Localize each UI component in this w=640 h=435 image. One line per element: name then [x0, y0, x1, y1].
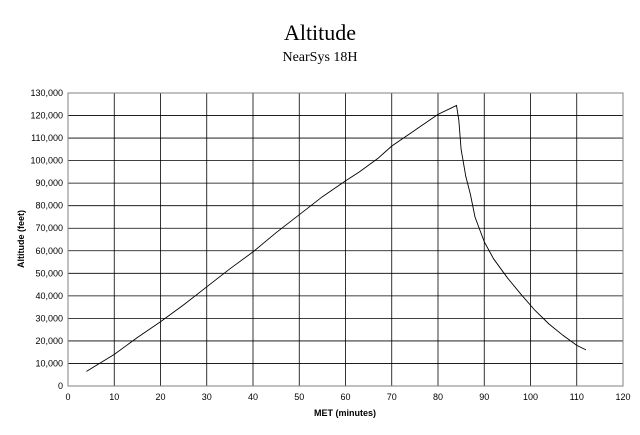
x-tick-label: 110 [570, 392, 584, 402]
y-tick-label: 80,000 [35, 201, 63, 211]
y-tick-label: 120,000 [30, 111, 63, 121]
y-tick-label: 130,000 [30, 88, 63, 98]
x-tick-label: 100 [523, 392, 538, 402]
y-axis-title: Altitude (feet) [16, 210, 26, 268]
x-tick-label: 40 [248, 392, 258, 402]
y-tick-label: 110,000 [31, 133, 63, 143]
x-axis-ticks: 0 10 20 30 40 50 60 70 80 90 100 110 120 [65, 392, 630, 402]
plot-frame [67, 92, 624, 387]
y-tick-label: 50,000 [35, 268, 63, 278]
y-tick-label: 20,000 [35, 336, 63, 346]
x-tick-label: 60 [340, 392, 350, 402]
chart-subtitle: NearSys 18H [282, 50, 357, 65]
chart-title: Altitude [284, 20, 356, 45]
grid [67, 92, 624, 387]
y-tick-label: 60,000 [35, 246, 63, 256]
series-layer [86, 104, 587, 372]
x-tick-label: 0 [65, 392, 70, 402]
y-tick-label: 40,000 [35, 291, 63, 301]
y-tick-label: 70,000 [35, 223, 63, 233]
x-tick-label: 70 [387, 392, 397, 402]
y-tick-label: 10,000 [35, 358, 63, 368]
x-tick-label: 120 [615, 392, 630, 402]
y-tick-label: 0 [58, 381, 63, 391]
x-tick-label: 10 [109, 392, 119, 402]
x-tick-label: 30 [202, 392, 212, 402]
y-tick-label: 90,000 [35, 178, 63, 188]
y-tick-label: 30,000 [35, 313, 63, 323]
altitude-series-line [86, 104, 587, 372]
x-tick-label: 90 [479, 392, 489, 402]
y-tick-label: 100,000 [30, 156, 63, 166]
y-axis-ticks: 0 10,000 20,000 30,000 40,000 50,000 60,000 70,… [30, 88, 63, 391]
x-tick-label: 20 [155, 392, 165, 402]
x-axis-title: MET (minutes) [314, 408, 376, 418]
x-tick-label: 80 [433, 392, 443, 402]
x-tick-label: 50 [294, 392, 304, 402]
